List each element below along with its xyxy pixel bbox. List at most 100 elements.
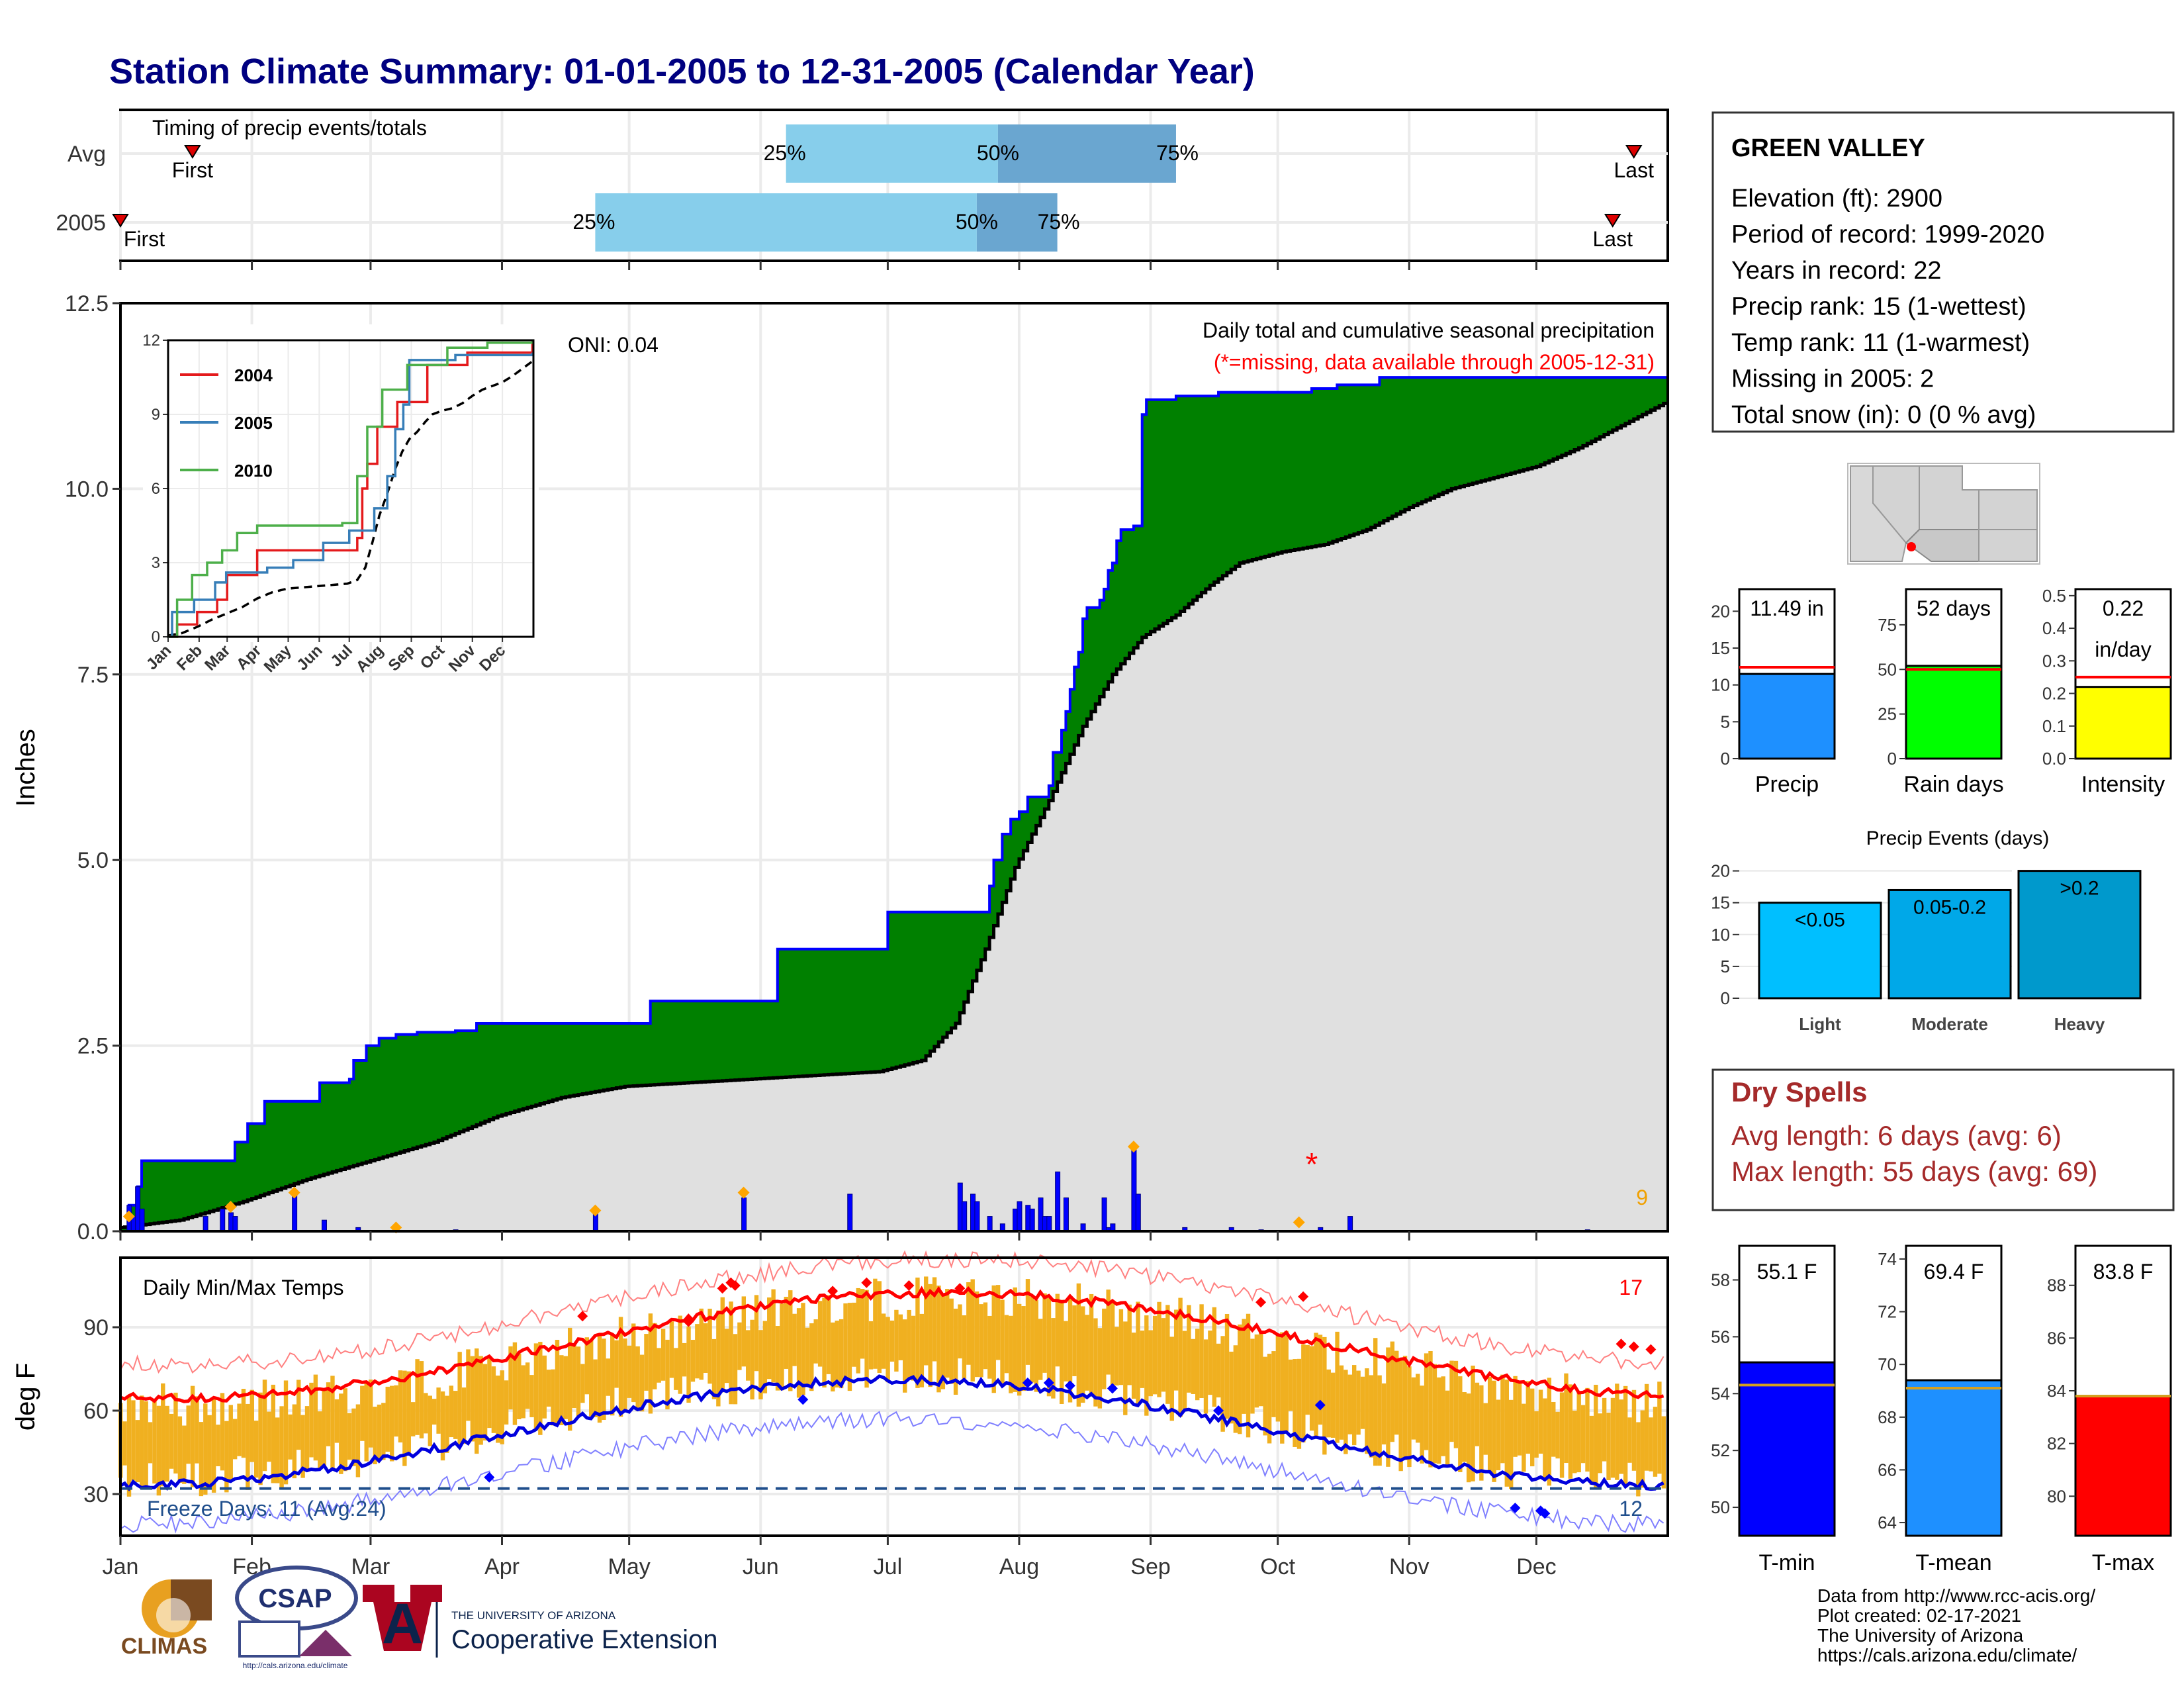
daily-temp-bar — [1437, 1377, 1441, 1464]
daily-temp-bar — [1326, 1369, 1331, 1438]
daily-temp-bar — [1123, 1321, 1128, 1415]
daily-temp-bar — [1169, 1336, 1174, 1421]
avg-cumulative-area — [120, 403, 1668, 1231]
stat-bar-label: Intensity — [2081, 772, 2165, 797]
stat-bar-tick-label: 5 — [1721, 712, 1730, 731]
daily-temp-bar — [1555, 1411, 1560, 1459]
daily-temp-bar — [241, 1388, 246, 1458]
daily-temp-bar — [750, 1319, 754, 1400]
precip-event-bar-label: >0.2 — [2060, 878, 2099, 900]
daily-temp-bar — [1411, 1377, 1416, 1440]
precip-event-bar — [2017, 870, 2142, 1000]
daily-temp-bar — [1445, 1390, 1450, 1466]
daily-temp-bar — [482, 1364, 488, 1441]
daily-temp-bar — [148, 1422, 153, 1464]
daily-temp-bar — [1347, 1374, 1352, 1434]
daily-temp-bar — [508, 1346, 513, 1410]
daily-temp-bar — [131, 1400, 136, 1481]
oni-label: ONI: 0.04 — [568, 333, 659, 357]
daily-temp-bar — [1496, 1399, 1501, 1471]
stat-bar-tick-label: 20 — [1711, 601, 1730, 621]
stat-bar-tick-label: 50 — [1878, 659, 1897, 679]
timing-row-label-avg: Avg — [68, 142, 106, 167]
inset-avg-line — [167, 360, 533, 637]
daily-temp-bar — [1021, 1306, 1026, 1391]
daily-temp-bar — [1275, 1334, 1281, 1422]
daily-temp-bar — [924, 1276, 929, 1366]
daily-temp-bar — [771, 1289, 776, 1383]
daily-temp-bar — [1475, 1382, 1480, 1446]
daily-temp-bar — [1102, 1308, 1107, 1389]
daily-temp-bar — [1500, 1374, 1505, 1464]
record-low-marker — [1314, 1399, 1326, 1411]
temp-stat-bar — [1738, 1361, 1836, 1537]
daily-temp-bar — [1093, 1318, 1098, 1407]
record-precip-marker — [122, 1210, 135, 1223]
month-tick-label: Oct — [1260, 1554, 1295, 1579]
daily-temp-bar — [1259, 1331, 1263, 1407]
daily-temp-bar — [368, 1380, 373, 1448]
daily-temp-bar — [567, 1327, 572, 1431]
station-info-line: Missing in 2005: 2 — [1731, 365, 1934, 393]
timing-last-label: Last — [1592, 227, 1633, 251]
daily-precip-bar — [1135, 1194, 1141, 1232]
daily-temp-bar — [461, 1387, 467, 1444]
daily-temp-bar — [542, 1355, 547, 1419]
temp-stat-bar — [1905, 1379, 2003, 1537]
daily-temp-bar — [894, 1309, 899, 1372]
station-locator-map — [1847, 463, 2040, 565]
daily-precip-bar — [741, 1197, 747, 1232]
avg-max-line — [120, 1286, 1664, 1403]
temp-stat-tick-label: 56 — [1711, 1327, 1730, 1346]
temp-stat-tick-label: 50 — [1711, 1497, 1730, 1517]
daily-temp-bar — [385, 1386, 390, 1452]
daily-precip-bar — [1029, 1208, 1035, 1232]
station-name: GREEN VALLEY — [1731, 134, 1925, 162]
daily-temp-bar — [1610, 1397, 1615, 1478]
daily-temp-bar — [419, 1361, 424, 1438]
inset-legend-label: 2010 — [234, 461, 273, 481]
daily-temp-bar — [406, 1371, 411, 1456]
record-low-line — [120, 1411, 1664, 1534]
daily-temp-bar — [1453, 1360, 1459, 1448]
timing-row-label-2005: 2005 — [56, 211, 106, 236]
month-tick-label: Jan — [103, 1554, 139, 1579]
daily-temp-bar — [589, 1340, 594, 1417]
timing-p50-label: 50% — [977, 141, 1019, 165]
daily-temp-bar — [1615, 1383, 1619, 1480]
daily-temp-bar — [410, 1402, 416, 1436]
daily-temp-bar — [449, 1385, 454, 1438]
daily-temp-bar — [377, 1404, 382, 1460]
daily-temp-bar — [563, 1356, 568, 1419]
inset-series-line — [168, 340, 534, 638]
daily-temp-bar — [966, 1282, 971, 1365]
precip-event-bar-label: 0.05-0.2 — [1913, 896, 1986, 918]
daily-precip-bar — [1017, 1201, 1023, 1232]
station-info-box: GREEN VALLEY Elevation (ft): 2900 Period … — [1711, 111, 2175, 433]
inset-ytick-label: 3 — [152, 554, 160, 572]
daily-temp-bar — [1081, 1306, 1085, 1403]
daily-temp-bar — [373, 1407, 377, 1464]
daily-temp-bar — [1242, 1319, 1246, 1414]
daily-temp-bar — [1525, 1381, 1531, 1454]
daily-temp-bar — [1034, 1300, 1038, 1392]
month-tick-label: Jun — [743, 1554, 779, 1579]
daily-temp-bar — [555, 1340, 560, 1423]
precip-ytick-label: 0.0 — [77, 1219, 109, 1244]
daily-temp-bar — [576, 1346, 581, 1417]
stat-bar-label: Precip — [1755, 772, 1819, 797]
temp-stat-value: 55.1 F — [1757, 1260, 1817, 1284]
daily-temp-bar — [1148, 1330, 1153, 1397]
daily-temp-bar — [970, 1279, 975, 1382]
daily-temp-bar — [707, 1309, 712, 1384]
temp-stat-tick-label: 72 — [1878, 1302, 1897, 1322]
daily-temp-bar — [678, 1315, 682, 1394]
daily-temp-bar — [173, 1392, 178, 1474]
missing-data-marker: * — [1306, 1147, 1318, 1182]
daily-temp-bar — [1046, 1297, 1052, 1397]
daily-temp-bar — [674, 1348, 678, 1390]
daily-temp-bar — [1233, 1345, 1238, 1433]
daily-temp-bar — [835, 1321, 839, 1388]
daily-temp-bar — [1280, 1332, 1285, 1444]
csap-url: http://cals.arizona.edu/climate — [243, 1661, 348, 1670]
